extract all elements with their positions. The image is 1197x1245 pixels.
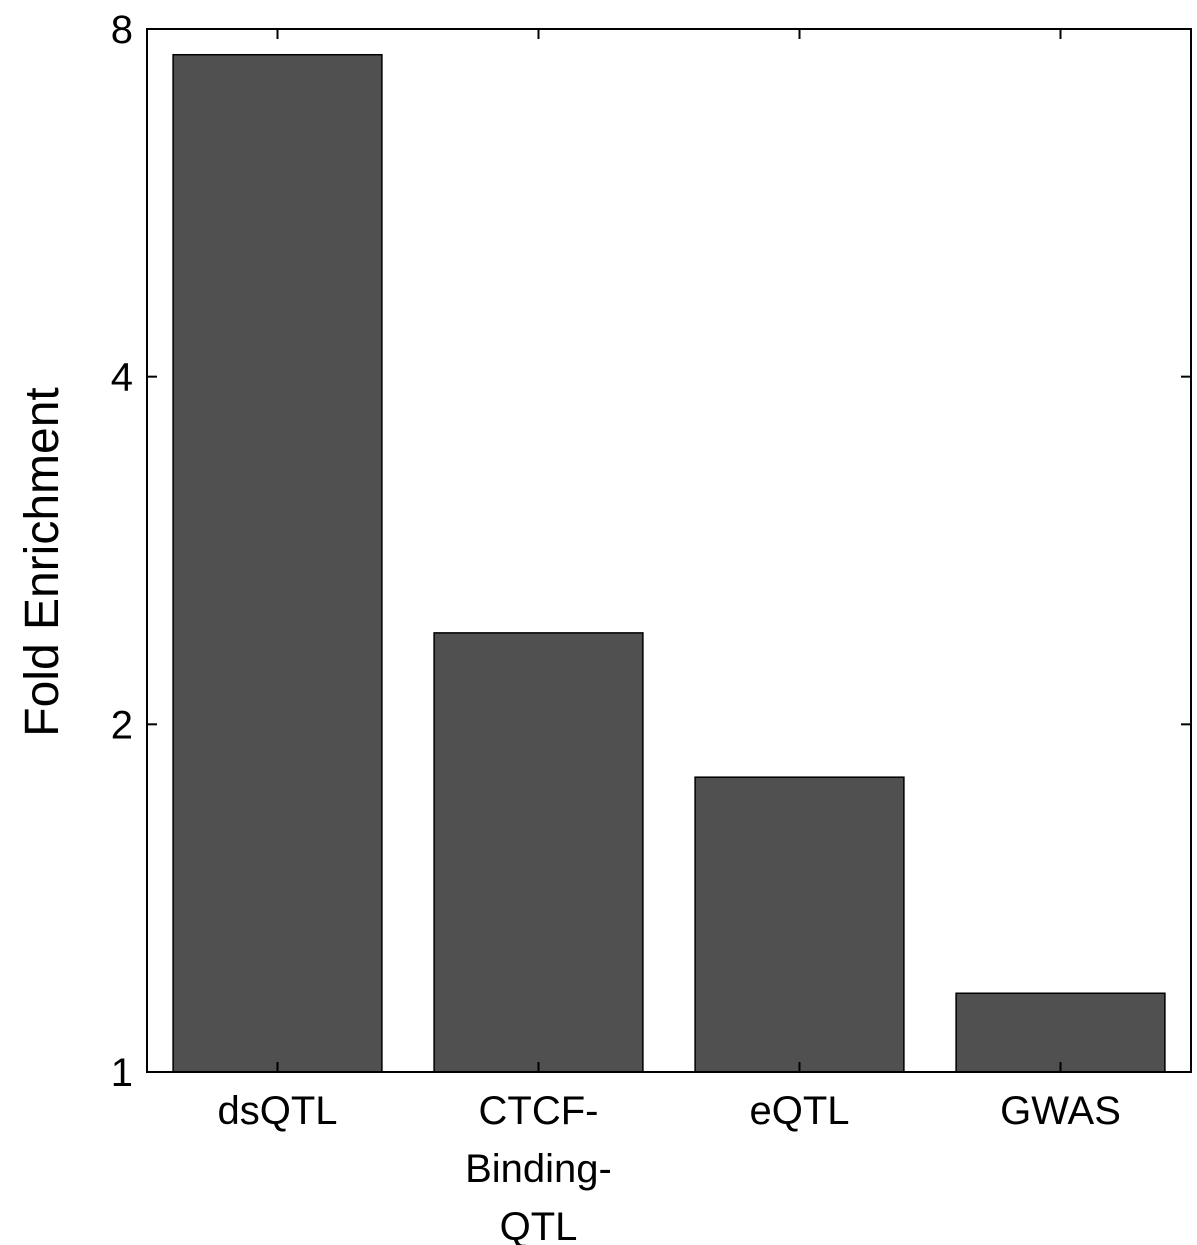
bar xyxy=(172,53,383,1073)
labels-group: 1 2 4 8 dsQTL CTCF-Binding-QTL eQTL GWAS xyxy=(111,8,1121,1245)
bar xyxy=(433,632,644,1073)
x-tick-label: GWAS xyxy=(1000,1089,1121,1133)
bar xyxy=(955,992,1166,1073)
y-axis-title: Fold Enrichment xyxy=(16,387,69,736)
x-tick-label: dsQTL xyxy=(217,1089,337,1133)
y-tick-label: 8 xyxy=(111,8,133,52)
plot-frame xyxy=(146,28,1192,1073)
y-tick-label: 4 xyxy=(111,356,133,400)
x-tick-label: eQTL xyxy=(749,1089,849,1133)
x-tick-label: CTCF-Binding-QTL xyxy=(465,1089,612,1245)
bars-group xyxy=(172,53,1166,1073)
y-tick-label: 2 xyxy=(111,703,133,747)
y-tick-label: 1 xyxy=(111,1051,133,1095)
bar xyxy=(694,776,905,1073)
axes-group xyxy=(146,28,1192,1073)
